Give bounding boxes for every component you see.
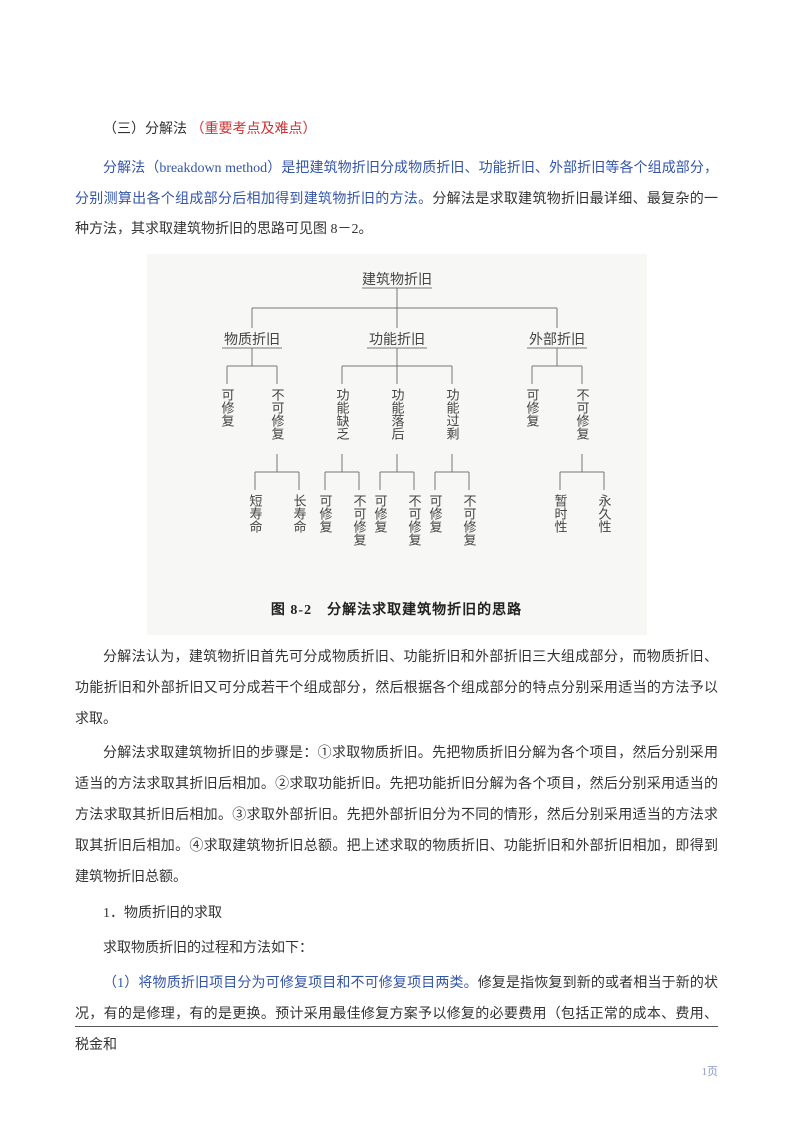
node-l1-0: 物质折旧 <box>224 332 280 348</box>
paragraph-2: 分解法求取建筑物折旧的步骤是：①求取物质折旧。先把物质折旧分解为各个项目，然后分… <box>75 739 718 893</box>
node-root: 建筑物折旧 <box>362 272 432 288</box>
node-l3c-1: 不可修复 <box>406 494 421 546</box>
heading-highlight: （重要考点及难点） <box>191 122 317 137</box>
node-l3d-0: 可修复 <box>427 494 442 533</box>
node-b1-0: 可修复 <box>219 388 234 427</box>
node-b1-1: 不可修复 <box>269 388 284 440</box>
diagram-caption: 图 8-2 分解法求取建筑物折旧的思路 <box>155 596 639 627</box>
node-l3a-0: 短寿命 <box>247 494 262 533</box>
node-b3-1: 不可修复 <box>574 388 589 440</box>
section-heading: （三）分解法 （重要考点及难点） <box>75 115 718 146</box>
paragraph-4: （1）将物质折旧项目分为可修复项目和不可修复项目两类。修复是指恢复到新的或者相当… <box>75 969 718 1061</box>
page-number: 1页 <box>702 1060 719 1084</box>
node-b2-1: 功能落后 <box>389 388 404 440</box>
footer-rule <box>75 1026 718 1027</box>
node-l3b-0: 可修复 <box>317 494 332 533</box>
tree-diagram: 建筑物折旧 物质折旧 功能折旧 外部折旧 可修复 不可修复 短寿命 长寿命 <box>147 254 647 635</box>
para4-blue: （1）将物质折旧项目分为可修复项目和不可修复项目两类。 <box>103 976 478 991</box>
node-l1-1: 功能折旧 <box>369 332 425 348</box>
node-l3c-0: 可修复 <box>372 494 387 533</box>
heading-prefix: （三）分解法 <box>103 122 187 137</box>
node-l3e-1: 永久性 <box>596 494 611 533</box>
node-l3e-0: 暂时性 <box>552 494 567 533</box>
node-l3a-1: 长寿命 <box>291 494 306 533</box>
paragraph-3: 求取物质折旧的过程和方法如下： <box>75 934 718 965</box>
node-l3b-1: 不可修复 <box>351 494 366 546</box>
node-l1-2: 外部折旧 <box>529 332 585 348</box>
intro-paragraph: 分解法（breakdown method）是把建筑物折旧分成物质折旧、功能折旧、… <box>75 154 718 246</box>
node-l3d-1: 不可修复 <box>461 494 476 546</box>
subheading-1: 1．物质折旧的求取 <box>75 899 718 930</box>
tree-svg: 建筑物折旧 物质折旧 功能折旧 外部折旧 可修复 不可修复 短寿命 长寿命 <box>157 266 637 586</box>
paragraph-1: 分解法认为，建筑物折旧首先可分成物质折旧、功能折旧和外部折旧三大组成部分，而物质… <box>75 643 718 735</box>
node-b2-0: 功能缺乏 <box>334 388 349 441</box>
node-b2-2: 功能过剩 <box>444 388 459 440</box>
node-b3-0: 可修复 <box>524 388 539 427</box>
